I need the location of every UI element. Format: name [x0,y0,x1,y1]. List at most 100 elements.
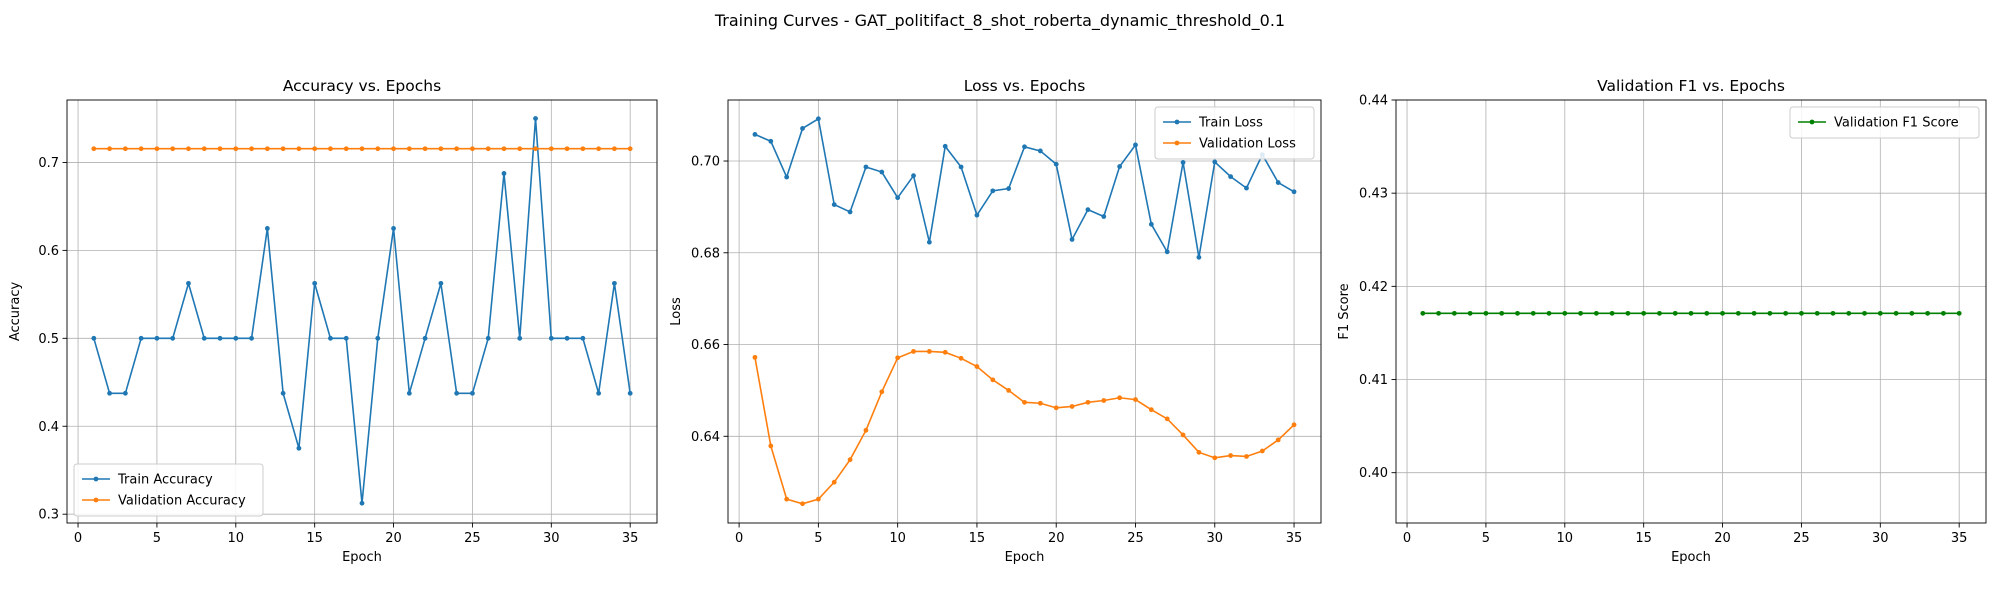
y-tick-label: 0.4 [38,420,59,435]
data-point [1830,310,1836,316]
data-point [312,146,318,152]
data-point [564,335,570,341]
data-point [815,116,821,122]
data-point [186,146,191,152]
x-tick-label: 30 [1872,531,1889,546]
y-tick-label: 0.5 [38,332,59,347]
data-point [1180,159,1186,165]
data-point [517,146,523,152]
x-tick-label: 5 [814,531,822,546]
data-point [533,146,538,152]
legend-swatch-marker [93,476,99,482]
data-point [1037,148,1043,154]
y-tick-label: 0.40 [1359,466,1388,481]
data-point [1546,310,1552,316]
data-point [1228,453,1234,458]
data-point [879,389,885,395]
x-tick-label: 35 [1951,531,1968,546]
data-point [1006,186,1012,191]
data-point [1164,249,1170,255]
data-point [249,335,254,341]
legend-entry-label: Validation Loss [1199,137,1296,152]
data-point [328,146,333,152]
data-point [391,225,396,231]
data-point [1291,189,1297,195]
data-point [1751,310,1757,316]
data-point [1291,422,1297,428]
data-point [343,146,349,152]
data-point [422,335,428,341]
data-point [1688,310,1694,316]
chart-title: Accuracy vs. Epochs [283,77,441,95]
data-point [863,164,869,170]
data-point [249,146,254,152]
plot-frame [66,99,658,524]
data-point [264,225,270,231]
data-point [627,390,633,396]
data-point [1593,310,1599,316]
data-point [627,146,633,152]
y-tick-label: 0.7 [38,156,59,171]
data-point [1196,254,1202,260]
plot-frame [1395,99,1987,524]
legend-entry-label: Validation Accuracy [118,494,246,509]
data-point [1069,237,1075,242]
data-point [122,390,128,396]
x-tick-label: 25 [464,531,481,546]
x-tick-label: 30 [1206,531,1223,546]
data-point [264,146,270,152]
data-point [359,500,365,506]
chart-title: Validation F1 vs. Epochs [1597,77,1785,95]
y-tick-label: 0.44 [1359,94,1388,109]
data-point [1212,159,1218,165]
data-point [1562,310,1568,316]
data-point [170,335,176,341]
data-point [138,146,144,152]
data-point [1117,395,1123,401]
data-point [1148,407,1154,413]
x-tick-label: 5 [1482,531,1490,546]
y-tick-label: 0.64 [691,430,720,445]
data-point [343,335,349,341]
legend: Train Loss Validation Loss [1154,106,1315,160]
data-point [815,496,821,502]
data-point [1275,437,1281,443]
y-tick-label: 0.42 [1359,280,1388,295]
data-point [280,390,286,396]
data-point [548,335,554,341]
data-point [454,390,460,396]
data-point [501,171,507,176]
legend-box [73,463,264,517]
data-point [1022,144,1027,150]
data-point [186,280,191,286]
data-point [974,212,980,218]
data-point [406,146,412,152]
y-tick-label: 0.43 [1359,187,1388,202]
data-point [1436,310,1441,316]
data-point [122,146,128,152]
data-point [328,335,333,341]
y-tick-label: 0.41 [1359,373,1388,388]
data-point [752,354,758,360]
data-point [1893,310,1899,316]
data-point [1006,388,1012,393]
data-point [1244,185,1249,191]
data-point [233,335,239,341]
y-tick-label: 0.66 [691,338,720,353]
data-point [1909,310,1915,316]
data-point [1799,310,1804,316]
data-point [1877,310,1883,316]
x-tick-label: 15 [969,531,986,546]
y-axis-label: Loss [669,297,684,326]
legend: Train Accuracy Validation Accuracy [73,463,264,517]
data-point [138,335,144,341]
chart-2: 0 5 10 15 20 25 30 35 0.64 0.66 0.68 0.70 Loss vs. E… [669,77,1322,565]
data-point [1609,310,1615,316]
data-point [517,335,523,341]
legend-entry-label: Train Accuracy [117,473,213,488]
legend-swatch-marker [1809,119,1815,125]
data-point [1244,454,1249,459]
data-point [91,146,97,152]
x-tick-label: 0 [1403,531,1411,546]
data-point [375,146,381,152]
